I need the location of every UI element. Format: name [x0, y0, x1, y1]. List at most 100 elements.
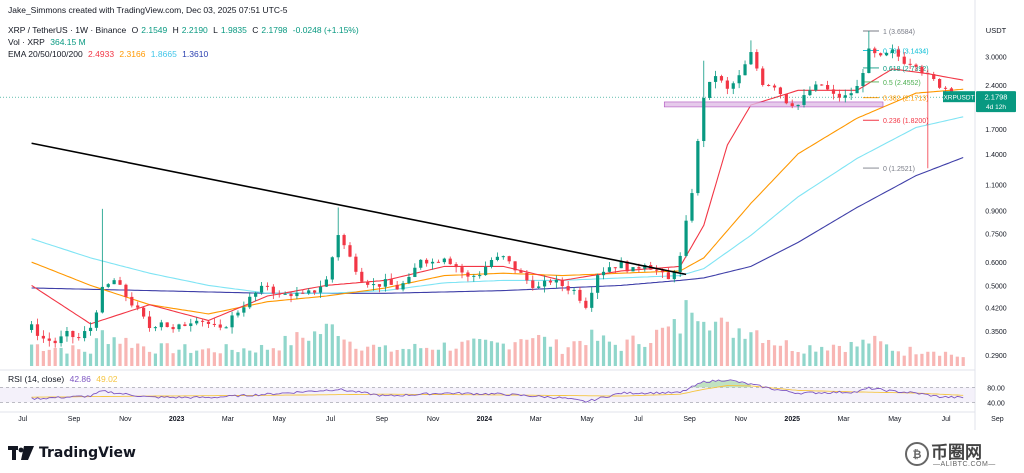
- candle-body: [831, 89, 836, 94]
- candle-body: [301, 292, 305, 294]
- candle-body: [195, 320, 199, 324]
- candle-body: [873, 48, 877, 54]
- candle-body: [88, 327, 93, 332]
- volume-bar: [943, 351, 948, 366]
- candle-body: [59, 336, 63, 344]
- volume-bar: [784, 340, 788, 366]
- time-tick-label-6: Jul: [326, 416, 335, 423]
- volume-bar: [814, 351, 818, 366]
- volume-bar: [242, 348, 246, 366]
- volume-bar: [53, 347, 57, 366]
- volume-bar: [200, 349, 205, 366]
- candle-body: [537, 286, 541, 288]
- volume-bar: [77, 349, 81, 366]
- volume-bar: [525, 339, 529, 366]
- candle-body: [71, 330, 75, 338]
- volume-bar: [354, 348, 358, 366]
- price-tick-label-3: 1.4000: [985, 152, 1007, 159]
- candle-body: [879, 53, 883, 56]
- volume-bar: [289, 345, 293, 366]
- volume-bar: [230, 349, 234, 366]
- candle-body: [212, 323, 216, 325]
- candle-body: [289, 293, 293, 297]
- ohlc-o-label: O: [131, 25, 139, 35]
- volume-bar: [666, 326, 670, 366]
- fib-label-0.236: 0.236 (1.8200): [883, 118, 929, 125]
- volume-bar: [442, 342, 446, 366]
- candle-body: [501, 256, 505, 258]
- site-watermark: ₿ 币圈网 —ALIBTC.COM—: [905, 438, 1023, 472]
- time-tick-label-0: Jul: [18, 416, 27, 423]
- volume-bar: [401, 348, 405, 366]
- tradingview-logo[interactable]: TradingView: [8, 442, 136, 464]
- candle-body: [419, 259, 423, 268]
- candle-body: [631, 267, 635, 272]
- volume-bar: [466, 340, 470, 366]
- price-tick-label-0: 3.0000: [985, 54, 1007, 61]
- volume-bar: [755, 330, 759, 366]
- volume-bar: [949, 354, 954, 366]
- volume-bar: [407, 349, 411, 366]
- candle-body: [637, 267, 641, 269]
- symbol-title[interactable]: XRP / TetherUS · 1W · Binance: [8, 25, 127, 35]
- candle-body: [35, 324, 40, 336]
- volume-bar: [413, 343, 417, 366]
- candle-body: [761, 68, 765, 85]
- candle-body: [118, 280, 122, 285]
- rsi-label[interactable]: RSI (14, close): [8, 374, 65, 384]
- watermark-logo-icon: ₿: [905, 442, 929, 466]
- volume-bar: [548, 346, 553, 366]
- candle-body: [100, 286, 104, 313]
- volume-bar: [749, 332, 753, 366]
- ema-label[interactable]: EMA 20/50/100/200: [8, 49, 83, 59]
- volume-bar: [448, 350, 452, 366]
- volume-bar: [489, 341, 494, 366]
- candle-body: [755, 52, 759, 69]
- volume-bar: [171, 353, 175, 366]
- candle-body: [206, 321, 211, 324]
- price-tick-label-11: 0.2900: [985, 353, 1007, 360]
- volume-bar: [47, 349, 51, 366]
- time-tick-label-5: May: [273, 416, 287, 423]
- volume-bar: [383, 345, 387, 366]
- candle-body: [430, 261, 435, 264]
- volume-bar: [601, 335, 606, 366]
- volume-bar: [283, 335, 287, 366]
- ohlc-l-label: L: [213, 25, 218, 35]
- time-tick-label-8: Nov: [427, 416, 440, 423]
- volume-bar: [737, 328, 741, 366]
- volume-bar: [590, 329, 594, 366]
- candle-body: [41, 335, 45, 339]
- candle-body: [560, 279, 564, 287]
- volume-label[interactable]: Vol · XRP: [8, 37, 45, 47]
- candle-body: [489, 260, 494, 267]
- candle-body: [867, 48, 871, 74]
- candle-body: [914, 64, 918, 67]
- candle-body: [861, 73, 865, 87]
- volume-bar: [719, 317, 724, 366]
- candle-body: [843, 95, 847, 98]
- candle-body: [112, 280, 116, 285]
- candle-body: [159, 322, 163, 328]
- volume-bar: [100, 330, 104, 366]
- volume-bars: [29, 300, 965, 366]
- price-tag-value: 2.1798: [985, 93, 1008, 102]
- time-tick-label-14: Nov: [735, 416, 748, 423]
- candle-body: [519, 270, 523, 273]
- candle-body: [189, 323, 193, 327]
- candle-body: [613, 267, 617, 269]
- candle-body: [130, 296, 134, 306]
- volume-bar: [796, 352, 800, 366]
- fib-zone-band: [663, 101, 884, 108]
- candle-body: [749, 52, 753, 65]
- volume-bar: [212, 352, 216, 366]
- time-tick-label-4: Mar: [222, 416, 235, 423]
- candle-body: [725, 80, 729, 89]
- candle-body: [389, 279, 393, 285]
- candle-body: [513, 261, 517, 271]
- candle-body: [619, 261, 623, 269]
- volume-bar: [265, 349, 270, 366]
- volume-bar: [130, 347, 134, 366]
- volume-bar: [83, 351, 87, 366]
